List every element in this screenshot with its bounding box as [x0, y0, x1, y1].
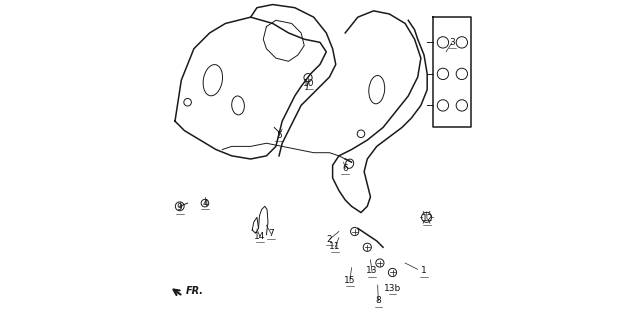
Text: 13b: 13b	[384, 284, 401, 293]
Text: 7: 7	[268, 229, 274, 238]
Text: 12: 12	[422, 214, 433, 223]
Text: 2: 2	[326, 235, 332, 244]
Text: 4: 4	[202, 199, 208, 208]
Text: 13: 13	[366, 266, 378, 275]
Text: FR.: FR.	[186, 286, 204, 296]
Text: 9: 9	[177, 203, 182, 212]
Text: 14: 14	[255, 232, 266, 241]
Text: 8: 8	[376, 296, 381, 305]
Text: 5: 5	[276, 131, 282, 140]
Text: 15: 15	[344, 276, 356, 285]
Text: 11: 11	[330, 242, 341, 251]
Text: 10: 10	[303, 79, 315, 88]
Text: 6: 6	[342, 164, 348, 173]
Text: 3: 3	[449, 38, 455, 47]
Text: 1: 1	[421, 266, 427, 275]
